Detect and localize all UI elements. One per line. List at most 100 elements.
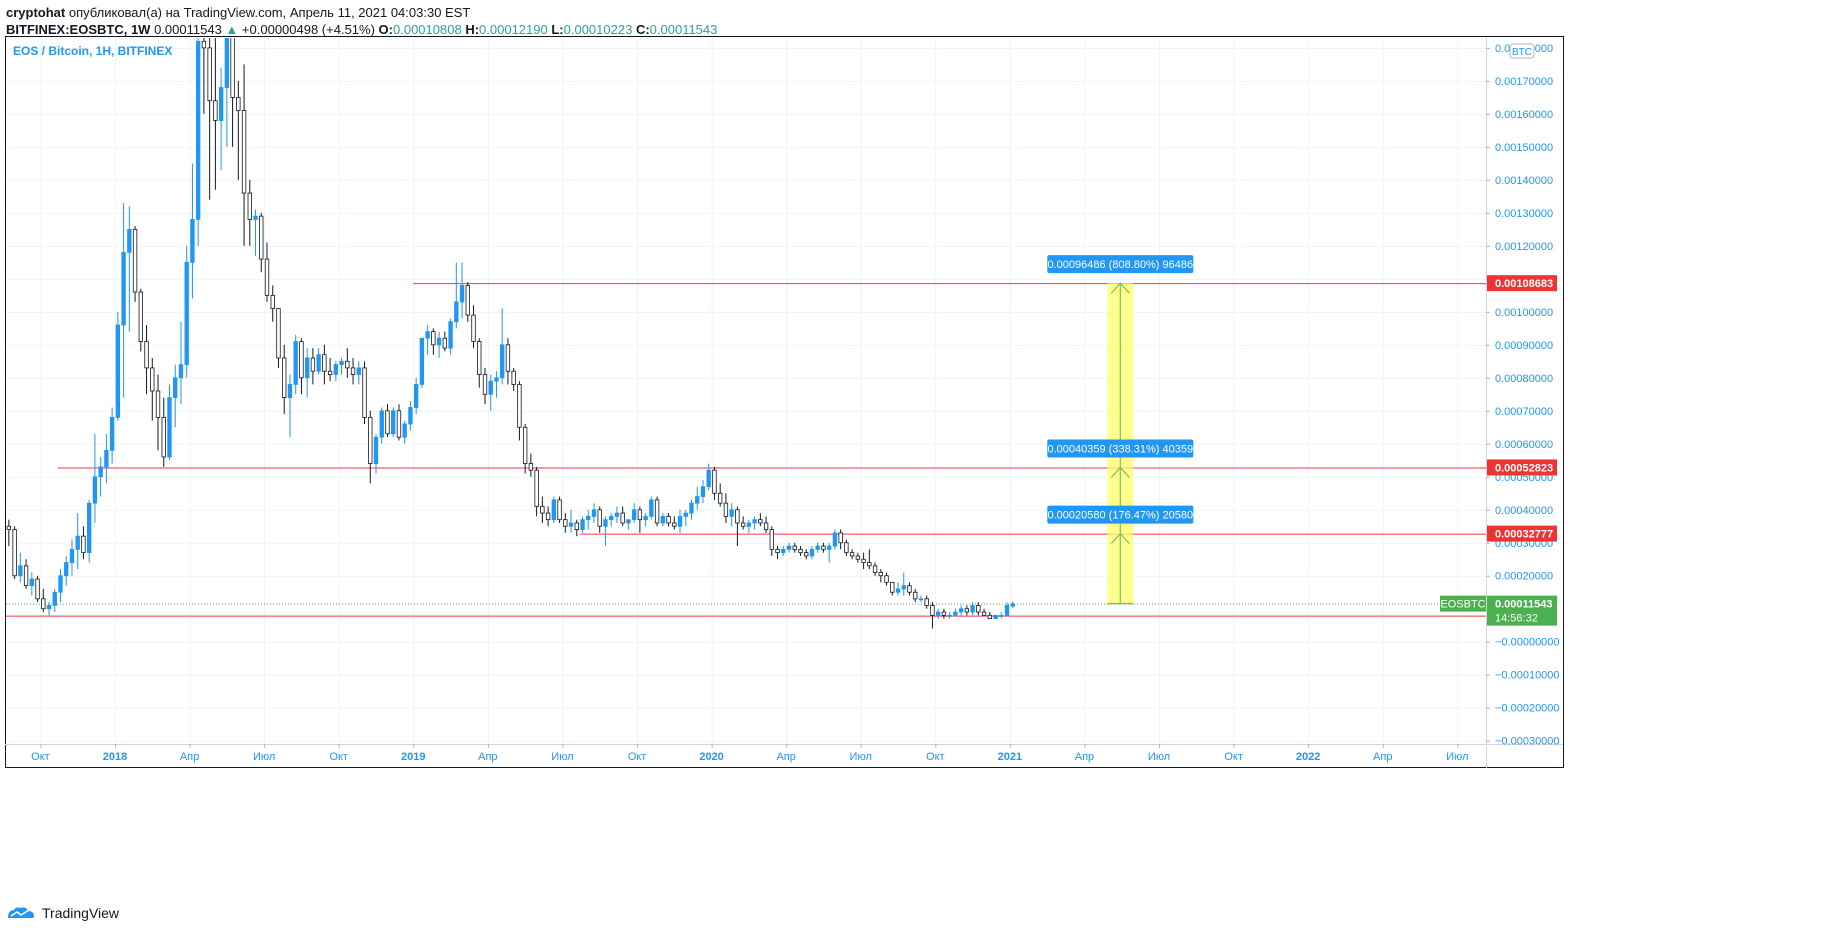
candle-body — [494, 377, 499, 382]
price-chart[interactable]: 0.001800000.001700000.001600000.00150000… — [0, 0, 1828, 900]
candle-body — [798, 548, 803, 554]
candle-body — [769, 529, 774, 550]
candle-body — [201, 40, 207, 49]
candle-body — [511, 370, 516, 385]
current-price-label: 0.00011543 — [1495, 599, 1553, 611]
price-tick-label: 0.00070000 — [1495, 406, 1553, 418]
level-price-label: 0.00032777 — [1495, 529, 1553, 541]
candle-body — [253, 215, 258, 220]
candle-body — [752, 519, 757, 524]
candle-body — [643, 515, 648, 521]
candle-body — [654, 499, 660, 524]
candle-body — [18, 565, 23, 577]
candle-body — [310, 357, 316, 372]
candle-body — [465, 285, 470, 316]
low-label: L: — [551, 22, 564, 37]
candle-body — [609, 515, 614, 521]
candle-body — [431, 331, 436, 346]
time-tick-label: Окт — [31, 751, 50, 763]
author-name[interactable]: cryptohat — [6, 5, 66, 20]
open-value: 0.00010808 — [393, 22, 462, 37]
candle-body — [597, 509, 602, 527]
time-tick-label: 2020 — [699, 751, 723, 763]
close-label: C: — [635, 22, 650, 37]
candle-body — [362, 367, 367, 418]
time-tick-label: Окт — [329, 751, 348, 763]
candle-body — [941, 611, 947, 616]
price-tick-label: 0.00160000 — [1495, 109, 1553, 121]
candle-body — [322, 354, 327, 372]
candle-body — [144, 341, 149, 369]
range-label-text: 0.00096486 (808.80%) 96486 — [1048, 259, 1194, 271]
candle-body — [913, 591, 918, 600]
candle-body — [540, 506, 545, 514]
price-tick-label: 0.00040000 — [1495, 505, 1553, 517]
time-tick-label: Апр — [478, 751, 497, 763]
candle-body — [809, 548, 815, 557]
candle-body — [282, 357, 287, 398]
tradingview-footer[interactable]: TradingView — [6, 905, 119, 921]
candle-body — [683, 512, 688, 517]
candle-body — [958, 608, 964, 613]
candle-body — [517, 384, 522, 428]
candle-body — [241, 110, 247, 194]
currency-badge — [1509, 43, 1535, 59]
time-tick-label: Окт — [1224, 751, 1243, 763]
candle-body — [901, 585, 906, 590]
candle-body — [740, 522, 746, 527]
candle-body — [792, 545, 797, 550]
candle-body — [115, 324, 121, 418]
candle-body — [672, 522, 677, 527]
close-value: 0.00011543 — [649, 22, 718, 37]
time-tick-label: Июл — [1148, 751, 1170, 763]
candles — [6, 38, 1015, 629]
candle-body — [293, 341, 298, 385]
candle-body — [872, 565, 878, 573]
time-tick-label: Июл — [551, 751, 573, 763]
candle-body — [299, 341, 304, 379]
high-label: H: — [465, 22, 480, 37]
footer-brand: TradingView — [42, 905, 120, 921]
last-price: 0.00011543 — [154, 22, 222, 37]
candle-body — [695, 496, 700, 504]
chart-frame — [5, 36, 1564, 768]
candle-body — [23, 565, 29, 587]
candle-body — [356, 367, 361, 375]
candle-body — [827, 545, 832, 550]
candle-body — [964, 608, 970, 613]
price-tick-label: 0.00100000 — [1495, 307, 1553, 319]
candle-body — [735, 509, 740, 524]
range-arrow-icon — [1110, 532, 1130, 544]
candle-body — [132, 228, 138, 293]
price-tick-label: 0.00150000 — [1495, 142, 1553, 154]
candle-body — [454, 301, 459, 323]
candle-body — [953, 611, 958, 616]
candle-body — [448, 321, 453, 349]
candle-body — [345, 360, 350, 369]
time-tick-label: Окт — [628, 751, 647, 763]
candle-body — [815, 545, 820, 550]
current-price-badge — [1487, 595, 1557, 626]
candle-body — [52, 591, 57, 606]
candle-body — [861, 558, 866, 563]
candle-body — [402, 423, 407, 438]
candle-body — [574, 522, 579, 530]
candle-body — [75, 535, 80, 550]
candle-body — [471, 314, 476, 342]
candle-body — [981, 611, 987, 616]
candle-body — [190, 219, 195, 263]
ohlc-line: BITFINEX:EOSBTC, 1W 0.00011543 ▲ +0.0000… — [6, 21, 717, 38]
time-axis: Окт 2018 Апр Июл Окт 2019 Апр Июл Окт 2020 Апр Июл О… — [31, 744, 1468, 763]
candle-body — [930, 605, 935, 616]
candle-body — [488, 380, 493, 395]
candle-body — [339, 360, 344, 366]
candle-body — [660, 515, 665, 524]
candle-body — [64, 562, 69, 577]
price-tick-label: 0.00020000 — [1495, 571, 1553, 583]
candle-body — [6, 525, 12, 530]
candle-body — [568, 522, 574, 527]
price-tick-label: −0.00010000 — [1495, 670, 1560, 682]
symbol-info: BITFINEX:EOSBTC, 1W — [6, 22, 151, 37]
time-tick-label: Июл — [253, 751, 275, 763]
up-arrow-icon: ▲ — [225, 22, 239, 37]
